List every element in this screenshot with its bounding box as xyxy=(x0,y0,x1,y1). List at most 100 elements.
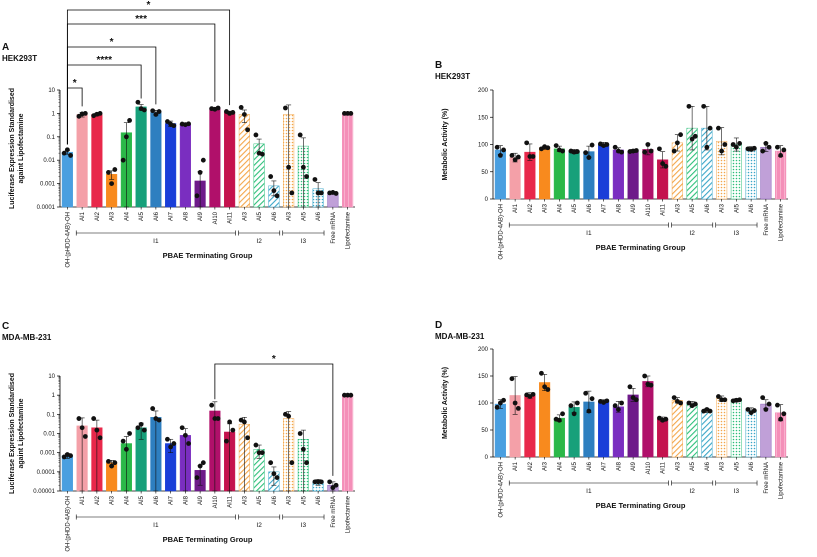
bar-AI8 xyxy=(612,149,624,200)
data-point xyxy=(230,427,236,433)
data-point xyxy=(304,460,309,466)
data-point xyxy=(297,431,303,436)
data-point xyxy=(135,425,141,431)
data-point xyxy=(91,416,97,421)
bar-OH-(pHDD-4AB)-OH xyxy=(61,455,73,492)
x-category-label: AI5 xyxy=(301,495,307,505)
bar-AI5 xyxy=(730,400,742,458)
data-point xyxy=(648,382,654,388)
y-tick-label: 0.01 xyxy=(43,158,55,164)
x-axis-label: PBAE Terminating Group xyxy=(163,251,253,260)
data-point xyxy=(760,148,766,154)
data-point xyxy=(333,482,339,488)
x-axis-label: PBAE Terminating Group xyxy=(163,535,253,544)
x-category-label: AI1 xyxy=(80,211,86,221)
x-category-label: AI3 xyxy=(720,203,726,213)
x-category-label: Lipofectamine xyxy=(346,211,352,249)
x-category-label: AI6 xyxy=(749,461,755,471)
data-point xyxy=(689,136,695,142)
data-point xyxy=(197,463,203,469)
panel-label-C: C xyxy=(2,321,9,332)
x-category-label: AI5 xyxy=(734,203,740,213)
x-category-label: AI5 xyxy=(301,211,307,221)
y-tick-label: 200 xyxy=(478,88,489,94)
bar-AI6 xyxy=(150,112,162,208)
bar-AI2 xyxy=(524,395,536,458)
data-point xyxy=(112,460,118,466)
x-category-label: AI8 xyxy=(616,203,622,213)
data-point xyxy=(300,446,306,452)
data-point xyxy=(778,153,784,158)
bar-AI7 xyxy=(165,123,177,208)
data-point xyxy=(701,103,707,109)
data-point xyxy=(165,119,170,124)
x-category-label: Lipofectamine xyxy=(346,495,352,533)
y-axis-label: againt Lipofectamine xyxy=(18,113,25,183)
bar-AI5 xyxy=(730,144,742,200)
x-category-label: Free mRNA xyxy=(764,462,770,494)
data-point xyxy=(707,125,713,131)
data-point xyxy=(692,401,698,407)
x-category-label: AI6 xyxy=(272,211,278,221)
x-category-label: AI8 xyxy=(183,211,189,221)
data-point xyxy=(271,471,277,477)
x-category-label: AI3 xyxy=(110,495,116,505)
significance-label: *** xyxy=(135,14,147,25)
data-point xyxy=(286,164,292,170)
bar-AI5 xyxy=(568,151,580,200)
x-category-label: AI7 xyxy=(169,495,175,505)
x-category-label: AI2 xyxy=(528,203,534,213)
data-point xyxy=(497,400,503,406)
data-point xyxy=(297,132,303,138)
data-point xyxy=(781,411,787,417)
data-point xyxy=(312,177,318,182)
data-point xyxy=(79,425,85,431)
data-point xyxy=(707,408,713,414)
data-point xyxy=(182,432,188,438)
data-point xyxy=(289,460,295,466)
data-point xyxy=(494,144,500,150)
bar-AI5 xyxy=(135,106,147,208)
data-point xyxy=(224,438,229,444)
data-point xyxy=(97,435,103,441)
y-tick-label: 150 xyxy=(478,374,489,380)
data-point xyxy=(686,103,692,109)
group-label-I2: I2 xyxy=(256,522,262,529)
data-point xyxy=(300,164,306,170)
bar-Lipofectamine xyxy=(775,150,787,200)
panel-title-D: MDA-MB-231 xyxy=(435,332,485,341)
data-point xyxy=(671,148,677,154)
data-point xyxy=(737,141,742,146)
data-point xyxy=(274,475,280,481)
x-axis-label: PBAE Terminating Group xyxy=(596,243,686,252)
data-point xyxy=(583,150,589,156)
data-point xyxy=(542,384,548,390)
data-point xyxy=(686,400,692,406)
significance-label: * xyxy=(110,37,114,48)
x-category-label: AI5 xyxy=(690,461,696,471)
y-tick-label: 0.0001 xyxy=(37,205,56,211)
data-point xyxy=(692,133,698,139)
data-point xyxy=(678,132,683,138)
x-category-label: AI1 xyxy=(80,495,86,505)
panel-title-C: MDA-MB-231 xyxy=(2,333,52,342)
bar-OH-(pHDD-4AB)-OH xyxy=(494,403,506,458)
x-category-label: AI4 xyxy=(557,203,563,213)
data-point xyxy=(112,167,118,172)
data-point xyxy=(751,145,757,151)
data-point xyxy=(509,153,515,158)
data-point xyxy=(238,105,244,110)
x-category-label: AI1 xyxy=(513,203,519,213)
group-label-I2: I2 xyxy=(689,230,695,237)
data-point xyxy=(197,170,203,175)
significance-label: * xyxy=(272,354,276,365)
data-point xyxy=(64,147,70,153)
x-category-label: AI11 xyxy=(661,461,667,474)
data-point xyxy=(574,400,580,406)
data-point xyxy=(120,438,126,444)
x-category-label: AI2 xyxy=(95,211,101,221)
data-point xyxy=(150,406,156,411)
data-point xyxy=(76,416,82,421)
data-point xyxy=(123,134,129,140)
data-point xyxy=(259,450,265,456)
